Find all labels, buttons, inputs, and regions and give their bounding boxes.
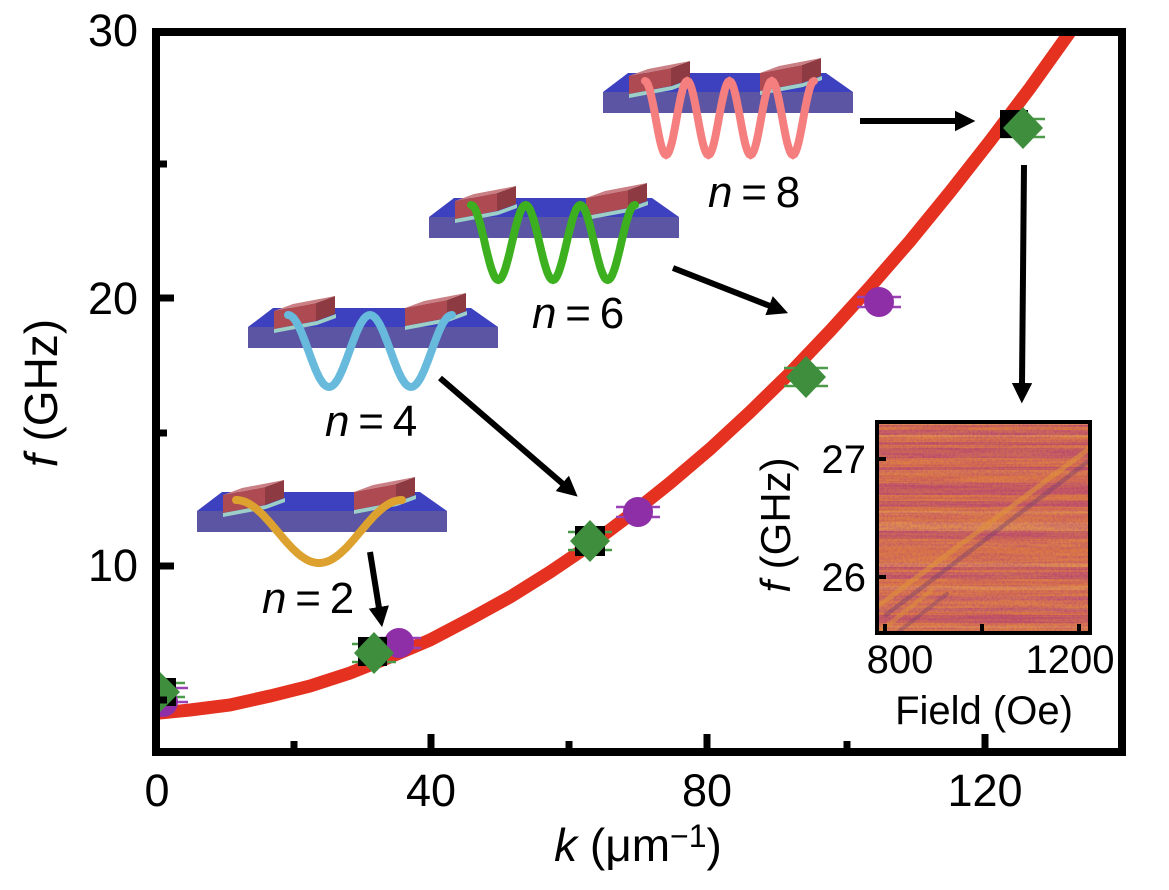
- svg-text:20: 20: [88, 273, 138, 324]
- svg-text:80: 80: [682, 765, 732, 816]
- svg-text:26: 26: [822, 556, 867, 600]
- svg-text:10: 10: [88, 540, 138, 591]
- svg-text:n = 4: n = 4: [325, 397, 417, 446]
- svg-text:27: 27: [822, 438, 867, 482]
- svg-text:30: 30: [88, 5, 138, 56]
- svg-text:k (μm−1): k (μm−1): [554, 818, 722, 871]
- svg-text:0: 0: [144, 765, 169, 816]
- svg-text:1200: 1200: [1026, 638, 1115, 682]
- svg-text:n = 2: n = 2: [262, 574, 354, 623]
- svg-text:120: 120: [947, 765, 1022, 816]
- svg-text:n = 6: n = 6: [532, 289, 624, 338]
- svg-text:40: 40: [406, 765, 456, 816]
- svg-text:f (GHz): f (GHz): [15, 319, 67, 467]
- svg-text:f (GHz): f (GHz): [752, 457, 799, 592]
- svg-text:n = 8: n = 8: [708, 168, 800, 217]
- svg-text:Field (Oe): Field (Oe): [895, 689, 1073, 733]
- svg-text:800: 800: [867, 638, 934, 682]
